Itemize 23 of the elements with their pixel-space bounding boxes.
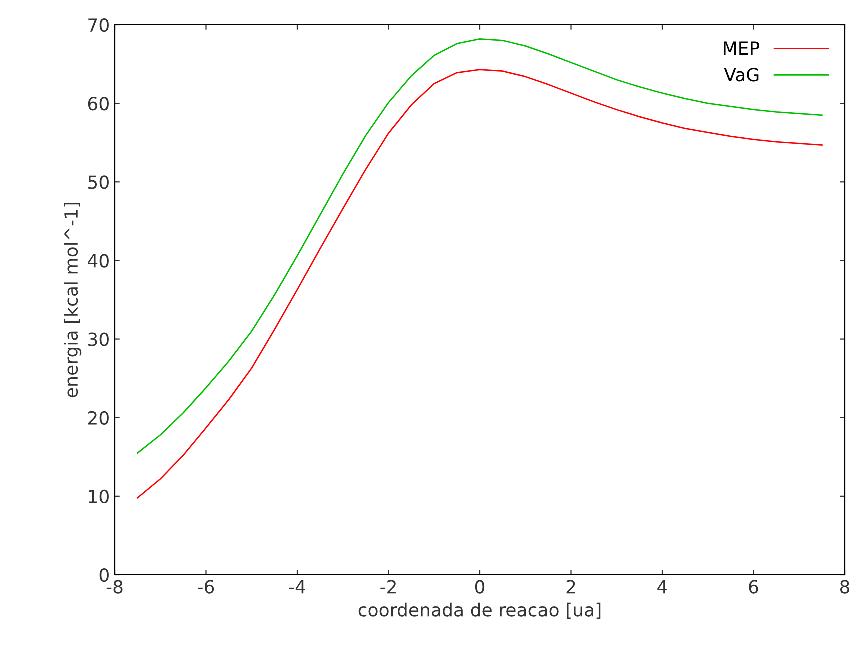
x-tick-label: -8: [106, 580, 123, 594]
x-tick-label: 4: [658, 580, 668, 594]
y-tick-label: 50: [88, 176, 109, 190]
y-tick-label: 60: [88, 97, 109, 111]
x-tick-label: -4: [289, 580, 306, 594]
y-tick-label: 70: [88, 18, 109, 32]
x-tick-label: 6: [749, 580, 758, 594]
y-tick-label: 10: [89, 490, 109, 504]
x-tick-label: -2: [380, 580, 396, 594]
x-tick-label: 0: [475, 580, 485, 594]
y-tick-label: 20: [88, 411, 109, 425]
x-tick-label: -6: [198, 580, 214, 594]
line-series: [137, 69, 823, 499]
y-tick-label: 40: [88, 254, 109, 268]
y-tick-label: 0: [100, 568, 109, 582]
y-tick-label: 30: [88, 332, 109, 346]
legend-label: VaG: [724, 68, 759, 82]
legend-label: MEP: [724, 42, 760, 55]
x-tick-label: 8: [840, 580, 850, 594]
line-series: [137, 38, 823, 454]
y-axis-title: energia [kcal mol^-1]: [64, 202, 82, 398]
x-tick-label: 2: [566, 580, 576, 594]
x-axis-title: coordenada de reacao [ua]: [358, 602, 601, 619]
